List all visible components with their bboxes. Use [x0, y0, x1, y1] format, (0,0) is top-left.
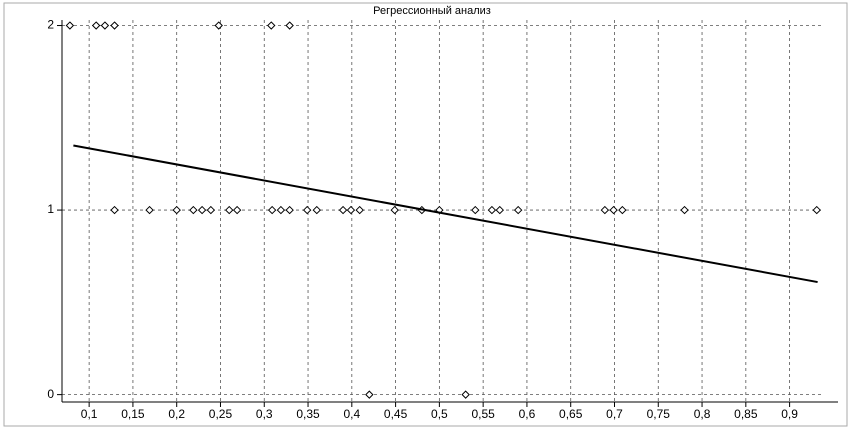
point: [110, 21, 119, 30]
point: [495, 205, 504, 215]
x-tick-label: 0,6: [519, 407, 536, 421]
x-tick-label: 0,55: [471, 407, 495, 421]
point: [365, 390, 374, 399]
point: [302, 205, 312, 215]
point: [600, 205, 610, 215]
point: [812, 205, 821, 215]
point: [110, 205, 119, 215]
y-tick-label: 0: [47, 387, 54, 401]
point: [276, 205, 286, 215]
point: [355, 205, 364, 215]
x-tick-label: 0,2: [168, 407, 185, 421]
frame: [3, 2, 848, 427]
x-tick-label: 0,1: [81, 407, 98, 421]
point: [145, 205, 154, 215]
x-tick-label: 0,3: [256, 407, 273, 421]
point: [91, 21, 101, 30]
point: [513, 205, 523, 215]
y-tick-label: 2: [47, 18, 54, 32]
x-tick-label: 0,4: [343, 407, 360, 421]
regression-line: [73, 144, 818, 284]
x-tick-label: 0,9: [781, 407, 798, 421]
x-tick-label: 0,5: [431, 407, 448, 421]
x-tick-label: 0,8: [694, 407, 711, 421]
x-tick-label: 0,65: [559, 407, 583, 421]
x-tick-label: 0,45: [384, 407, 408, 421]
point: [267, 21, 276, 30]
point: [285, 21, 294, 30]
point: [285, 205, 294, 215]
point: [390, 205, 399, 215]
point: [197, 205, 207, 215]
point: [225, 205, 234, 215]
point: [172, 205, 181, 215]
point: [312, 205, 322, 215]
point: [609, 205, 618, 215]
chart-title: Регрессионный анализ: [373, 5, 491, 17]
point: [471, 205, 480, 215]
x-tick-label: 0,75: [647, 407, 671, 421]
point: [338, 205, 348, 215]
x-tick-label: 0,25: [209, 407, 233, 421]
y-tick-label: 1: [47, 202, 54, 216]
point: [214, 21, 223, 30]
point: [206, 205, 216, 215]
x-tick-label: 0,35: [296, 407, 320, 421]
point: [487, 205, 497, 215]
point: [189, 205, 198, 215]
point: [680, 205, 689, 215]
point: [232, 205, 242, 215]
point: [267, 205, 277, 215]
point: [65, 21, 75, 30]
point: [618, 205, 627, 215]
x-tick-label: 0,85: [734, 407, 758, 421]
point: [346, 205, 356, 215]
x-tick-label: 0,15: [121, 407, 145, 421]
point: [461, 390, 470, 399]
x-tick-label: 0,7: [606, 407, 623, 421]
point: [100, 21, 110, 30]
